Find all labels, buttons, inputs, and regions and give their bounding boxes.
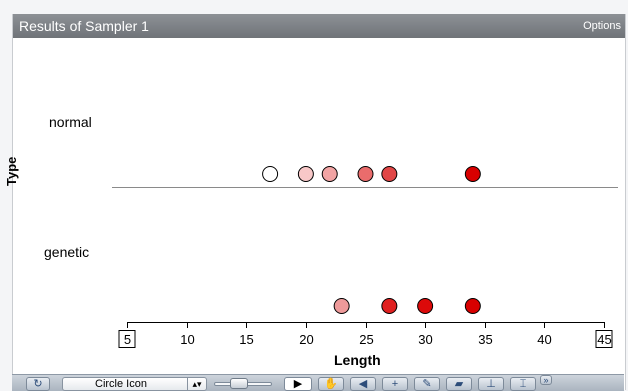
- results-window: Results of Sampler 1 Options: [12, 14, 626, 390]
- x-tick-label: 5: [124, 332, 131, 347]
- category-label-normal: normal: [49, 114, 92, 130]
- data-point: [262, 166, 279, 182]
- x-tick-label: 40: [537, 332, 551, 347]
- hand-icon: ✋: [324, 378, 338, 390]
- chevron-double-right-icon: »: [543, 375, 549, 385]
- x-bound-box: [118, 330, 136, 348]
- add-case-icon: +: [391, 378, 399, 390]
- rerandomize-icon: ↻: [33, 378, 43, 390]
- x-tick-label: 35: [478, 332, 492, 347]
- rerandomize-button[interactable]: ↻: [26, 377, 50, 391]
- toolbar: ↻ Circle Icon ▴▾ ▶ ✋ ◀ + ✎ ▰ ⊥ ⌶ »: [12, 374, 624, 391]
- pointer-icon: ▶: [293, 378, 303, 390]
- hand-tool-button[interactable]: ✋: [318, 377, 344, 391]
- x-bound-box: [595, 330, 613, 348]
- data-point: [417, 298, 434, 314]
- title-bar[interactable]: Results of Sampler 1 Options: [13, 14, 625, 38]
- add-case-tool-button[interactable]: +: [382, 377, 408, 391]
- pencil-icon: ✎: [422, 378, 432, 390]
- category-label-genetic: genetic: [44, 244, 90, 260]
- data-point: [464, 298, 481, 314]
- data-point: [381, 166, 398, 182]
- overflow-button[interactable]: »: [540, 375, 552, 385]
- window-title: Results of Sampler 1: [19, 18, 149, 34]
- x-tick-label: 30: [418, 332, 432, 347]
- chevron-updown-icon: ▴▾: [187, 378, 206, 390]
- eraser-icon: ◀: [358, 378, 368, 390]
- data-point: [321, 166, 338, 182]
- ruler-icon: ⊥: [486, 378, 496, 390]
- x-tick-label: 15: [239, 332, 253, 347]
- bracket-icon: ⌶: [519, 378, 527, 390]
- pencil-tool-button[interactable]: ✎: [414, 377, 440, 391]
- x-tick-label: 25: [359, 332, 373, 347]
- options-menu[interactable]: Options: [583, 20, 621, 32]
- data-point: [333, 298, 350, 314]
- pointer-tool-button[interactable]: ▶: [284, 377, 312, 391]
- x-tick-label: 10: [180, 332, 194, 347]
- shape-tool-button[interactable]: ▰: [446, 377, 472, 391]
- icon-size-slider[interactable]: [214, 378, 272, 390]
- x-tick-label: 20: [299, 332, 313, 347]
- icon-select[interactable]: Circle Icon ▴▾: [62, 377, 207, 391]
- bracket-tool-button[interactable]: ⌶: [510, 377, 536, 391]
- shape-icon: ▰: [454, 378, 464, 390]
- data-point: [297, 166, 314, 182]
- x-tick-label: 45: [597, 332, 611, 347]
- data-point: [381, 298, 398, 314]
- icon-select-value: Circle Icon: [95, 378, 147, 390]
- x-axis-label: Length: [334, 352, 381, 368]
- eraser-tool-button[interactable]: ◀: [350, 377, 376, 391]
- data-point: [464, 166, 481, 182]
- data-point: [357, 166, 374, 182]
- slider-thumb[interactable]: [230, 378, 248, 389]
- ruler-tool-button[interactable]: ⊥: [478, 377, 504, 391]
